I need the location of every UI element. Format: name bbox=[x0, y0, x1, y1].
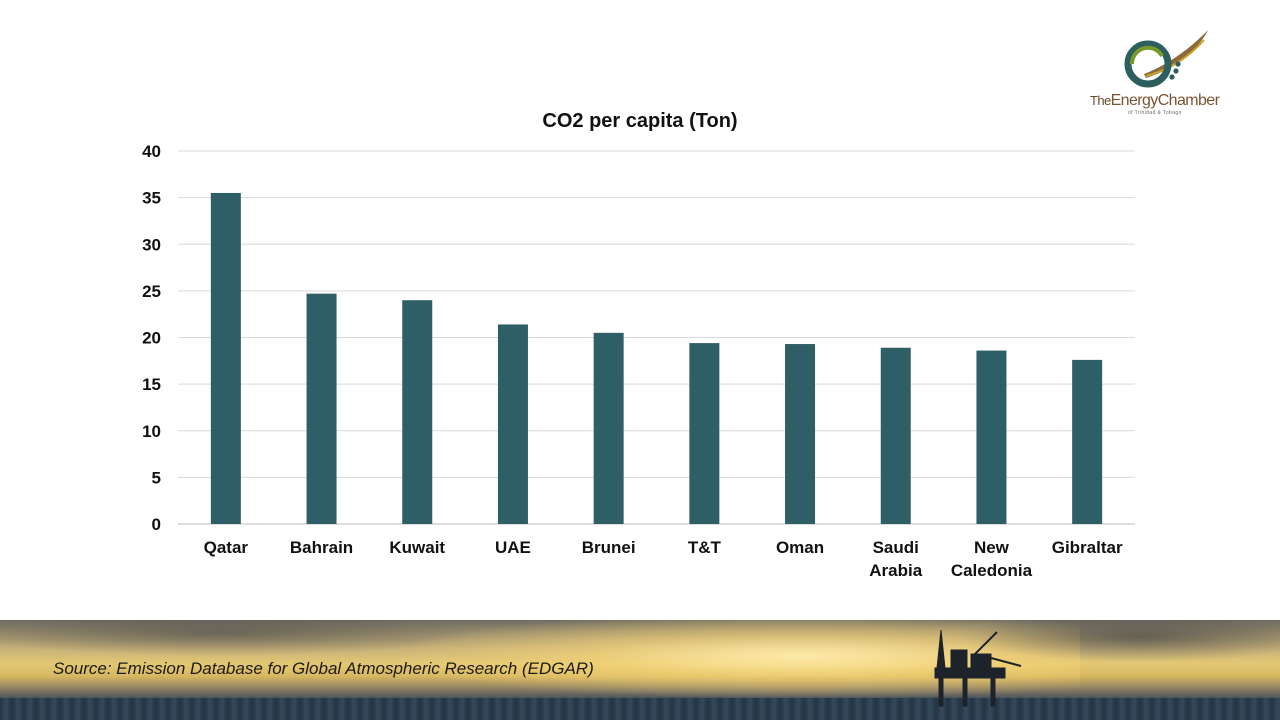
bar bbox=[785, 344, 816, 524]
oil-rig-icon bbox=[934, 629, 1022, 707]
x-axis-ticks: Qatar Bahrain Kuwait UAE Brunei T&T Oman Saudi A… bbox=[204, 538, 1123, 580]
bar bbox=[210, 192, 241, 524]
chart-title: CO2 per capita (Ton) bbox=[542, 110, 737, 132]
y-tick-label: 5 bbox=[152, 468, 161, 487]
cloud bbox=[0, 620, 480, 656]
x-tick-label: Brunei bbox=[582, 538, 636, 557]
bar bbox=[497, 324, 528, 524]
x-tick-label: Saudi Arabia bbox=[869, 538, 922, 580]
logo-name-a: Energy bbox=[1110, 92, 1159, 109]
logo-ring-icon bbox=[1124, 40, 1172, 88]
y-tick-label: 35 bbox=[142, 189, 161, 208]
logo-prefix: The bbox=[1090, 93, 1111, 108]
x-tick-label: Oman bbox=[776, 538, 824, 557]
y-tick-label: 20 bbox=[142, 329, 161, 348]
y-tick-label: 10 bbox=[142, 422, 161, 441]
logo-dot-icon bbox=[1169, 74, 1175, 80]
sea bbox=[0, 698, 1280, 720]
logo-swoosh-icon bbox=[1144, 30, 1208, 78]
cloud bbox=[960, 620, 1280, 662]
bar bbox=[306, 293, 337, 524]
bar bbox=[880, 347, 911, 524]
x-tick-label: New Caledonia bbox=[951, 538, 1033, 580]
y-tick-label: 40 bbox=[142, 142, 161, 161]
bar-chart: CO2 per capita (Ton) 0 5 10 15 20 25 30 35 40 Qa… bbox=[142, 110, 1135, 580]
bar bbox=[593, 332, 624, 524]
bar bbox=[689, 343, 720, 524]
y-tick-label: 0 bbox=[152, 515, 161, 534]
x-tick-label: Qatar bbox=[204, 538, 249, 557]
y-tick-label: 15 bbox=[142, 375, 161, 394]
bar bbox=[1072, 359, 1103, 524]
x-tick-label: Bahrain bbox=[290, 538, 353, 557]
x-tick-label: Kuwait bbox=[389, 538, 445, 557]
x-tick-label: T&T bbox=[688, 538, 722, 557]
x-tick-label: UAE bbox=[495, 538, 531, 557]
source-note: Source: Emission Database for Global Atm… bbox=[53, 659, 594, 678]
logo-name-b: Chamber bbox=[1157, 92, 1220, 109]
logo-subtitle: of Trinidad & Tobago bbox=[1128, 110, 1182, 116]
y-axis-ticks: 0 5 10 15 20 25 30 35 40 bbox=[142, 142, 161, 534]
logo-ring-inner-icon bbox=[1129, 45, 1164, 65]
y-tick-label: 25 bbox=[142, 282, 161, 301]
bars bbox=[210, 192, 1103, 524]
logo-dot-icon bbox=[1173, 68, 1179, 74]
logo-dot-icon bbox=[1175, 61, 1181, 67]
bar bbox=[976, 350, 1007, 524]
gridlines bbox=[178, 150, 1135, 525]
x-tick-label: Gibraltar bbox=[1052, 538, 1123, 557]
logo-wordmark: TheEnergyChamber bbox=[1090, 92, 1220, 110]
energy-chamber-logo bbox=[1124, 30, 1208, 88]
y-tick-label: 30 bbox=[142, 235, 161, 254]
bar bbox=[402, 300, 433, 524]
